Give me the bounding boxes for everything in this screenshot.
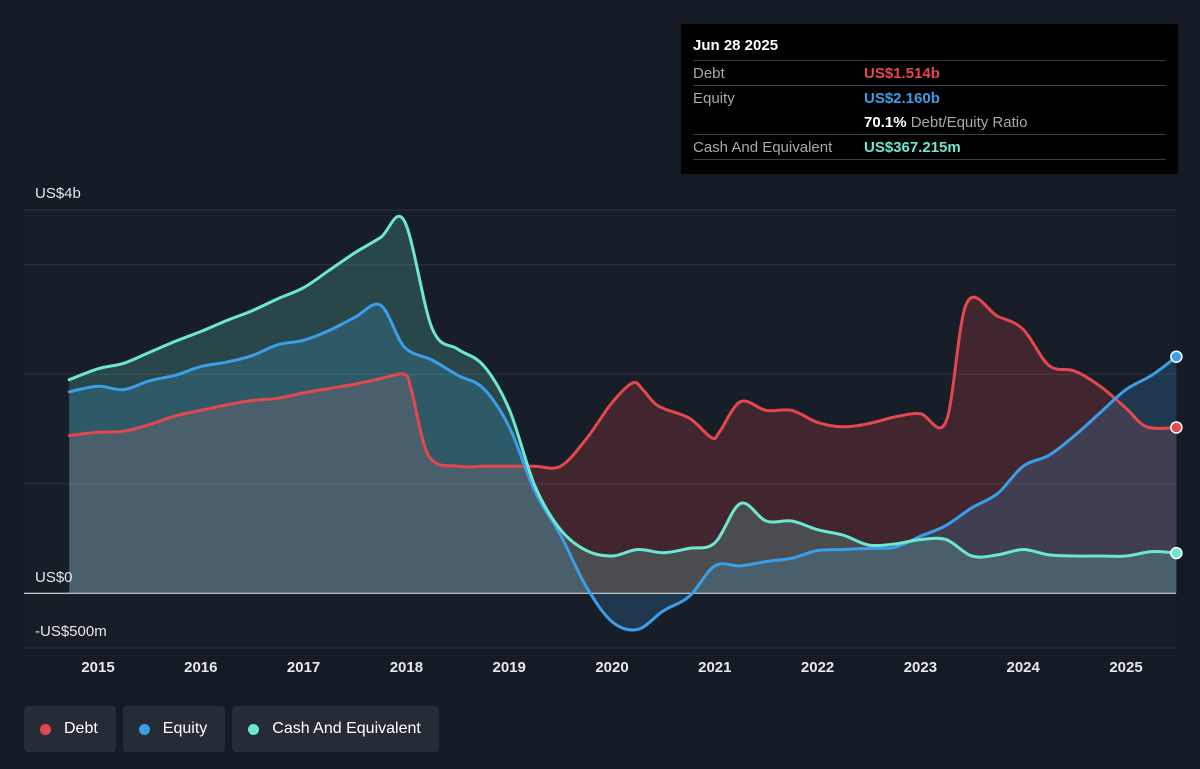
plot-area	[24, 210, 1176, 648]
tooltip-value: US$367.215m	[864, 139, 961, 156]
legend-item-equity[interactable]: Equity	[122, 706, 226, 752]
x-tick-label: 2024	[1007, 659, 1041, 676]
tooltip-date: Jun 28 2025	[693, 37, 779, 54]
tooltip-row-equity: Equity US$2.160b	[693, 85, 1166, 110]
series-area-debt	[69, 297, 1177, 594]
x-tick-label: 2018	[390, 659, 423, 676]
tooltip-label: Debt	[693, 65, 725, 82]
series-line-debt	[67, 295, 1178, 470]
y-label-bottom: -US$500m	[35, 623, 107, 640]
tooltip-row-debt: Debt US$1.514b	[693, 60, 1166, 85]
x-tick-label: 2019	[493, 659, 526, 676]
tooltip-label: Equity	[693, 90, 735, 107]
x-tick-label: 2025	[1109, 659, 1142, 676]
tooltip-row-ratio: 70.1% Debt/Equity Ratio	[693, 110, 1166, 134]
tooltip-value: US$1.514b	[864, 65, 940, 82]
legend-item-debt[interactable]: Debt	[24, 706, 116, 752]
legend-label: Cash And Equivalent	[272, 720, 421, 737]
x-tick-label: 2021	[698, 659, 731, 676]
tooltip-row-cash: Cash And Equivalent US$367.215m	[693, 134, 1166, 160]
legend-label: Debt	[64, 720, 98, 737]
legend-label: Equity	[162, 720, 208, 737]
series-area-cash	[69, 216, 1177, 594]
legend-dot-icon	[248, 723, 260, 735]
series-end-marker-equity[interactable]	[1170, 350, 1183, 363]
tooltip-label: Cash And Equivalent	[693, 139, 833, 156]
tooltip-panel: Jun 28 2025 Debt US$1.514b Equity US$2.1…	[681, 24, 1178, 174]
y-label-zero: US$0	[35, 569, 73, 586]
series-end-marker-cash[interactable]	[1170, 546, 1183, 560]
ratio-number: 70.1%	[864, 114, 907, 131]
series-line-cash	[67, 214, 1178, 559]
x-tick-label: 2023	[904, 659, 937, 676]
tooltip-value: US$2.160b	[864, 90, 940, 107]
legend-item-cash[interactable]: Cash And Equivalent	[232, 706, 439, 752]
ratio-label: Debt/Equity Ratio	[910, 114, 1028, 131]
tooltip-ratio-value: 70.1% Debt/Equity Ratio	[864, 114, 1027, 131]
x-tick-label: 2015	[81, 659, 114, 676]
legend: Debt Equity Cash And Equivalent	[24, 706, 439, 752]
series-line-equity	[67, 302, 1178, 632]
legend-dot-icon	[40, 723, 51, 735]
legend-dot-icon	[138, 723, 150, 735]
y-label-top: US$4b	[35, 185, 81, 202]
x-tick-label: 2017	[287, 659, 320, 676]
x-tick-label: 2020	[595, 659, 628, 676]
series-end-marker-debt[interactable]	[1170, 421, 1183, 434]
x-tick-label: 2022	[801, 659, 834, 676]
x-tick-label: 2016	[184, 659, 217, 676]
